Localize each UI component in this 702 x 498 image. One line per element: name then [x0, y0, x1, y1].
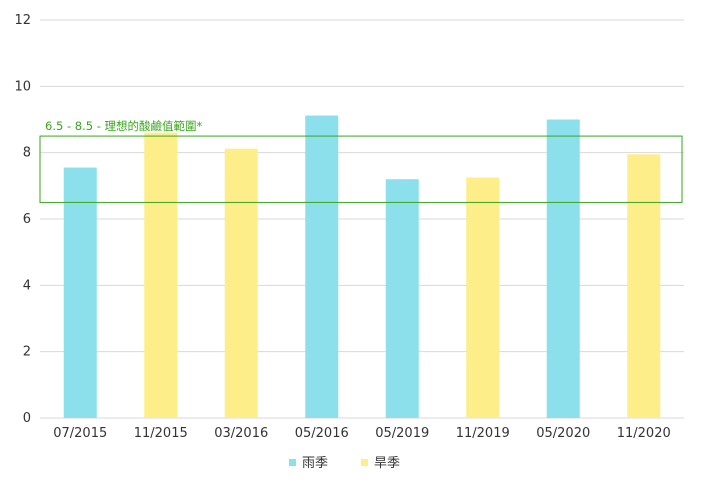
legend-swatch	[361, 459, 368, 466]
legend-item[interactable]: 雨季	[289, 456, 328, 471]
ideal-ph-band: 6.5 - 8.5 - 理想的酸鹼值範圍*	[39, 119, 683, 203]
bar-11/2015[interactable]	[144, 132, 178, 418]
x-tick-label: 11/2019	[456, 426, 510, 441]
y-tick-label: 4	[23, 278, 31, 293]
ideal-ph-band-label: 6.5 - 8.5 - 理想的酸鹼值範圍*	[45, 119, 202, 133]
grid-lines	[40, 19, 684, 419]
legend-label: 旱季	[374, 456, 400, 471]
bar-11/2019[interactable]	[466, 177, 500, 418]
y-tick-label: 10	[14, 79, 31, 94]
y-tick-label: 8	[23, 146, 31, 161]
x-tick-label: 11/2015	[134, 426, 188, 441]
x-tick-label: 05/2019	[375, 426, 429, 441]
legend-swatch	[289, 459, 296, 466]
bars	[63, 115, 661, 419]
y-tick-label: 12	[14, 13, 31, 28]
y-tick-labels: 0 2 4 6 8 10 12	[14, 13, 31, 426]
ideal-ph-band-box	[39, 135, 683, 203]
legend-label: 雨季	[302, 456, 328, 471]
x-tick-labels: 07/2015 11/2015 03/2016 05/2016 05/2019 11/20…	[53, 426, 671, 441]
bar-11/2020[interactable]	[627, 154, 661, 418]
x-tick-label: 05/2020	[536, 426, 590, 441]
y-tick-label: 6	[23, 212, 31, 227]
x-tick-label: 11/2020	[617, 426, 671, 441]
legend-item[interactable]: 旱季	[361, 456, 400, 471]
y-tick-label: 2	[23, 345, 31, 360]
bar-05/2016[interactable]	[305, 115, 339, 419]
bar-07/2015[interactable]	[63, 167, 97, 418]
bar-03/2016[interactable]	[224, 148, 258, 419]
x-tick-label: 07/2015	[53, 426, 107, 441]
bar-05/2019[interactable]	[385, 179, 419, 418]
y-tick-label: 0	[23, 411, 31, 426]
x-tick-label: 05/2016	[295, 426, 349, 441]
x-tick-label: 03/2016	[214, 426, 268, 441]
legend[interactable]: 雨季 旱季	[289, 456, 400, 471]
bar-05/2020[interactable]	[546, 119, 580, 419]
